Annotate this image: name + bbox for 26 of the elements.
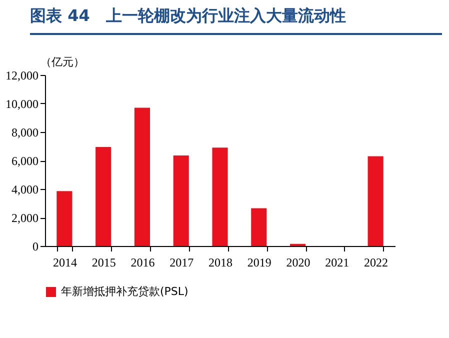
y-tick-label: 2,000 <box>12 211 38 225</box>
y-tick-label: 6,000 <box>12 154 38 168</box>
x-tick-label: 2016 <box>130 256 155 270</box>
y-tick-label: 0 <box>32 240 38 254</box>
y-tick-label: 8,000 <box>12 126 38 140</box>
bar <box>96 146 112 246</box>
y-tick-label: 10,000 <box>6 97 38 111</box>
bar <box>56 191 72 246</box>
x-tick-label: 2018 <box>208 256 232 270</box>
bar <box>251 208 267 246</box>
legend-label: 年新增抵押补充贷款(PSL) <box>61 285 188 298</box>
x-tick-label: 2021 <box>325 256 350 270</box>
bar <box>173 156 189 246</box>
bar <box>212 148 228 246</box>
x-tick-label: 2014 <box>52 256 77 270</box>
bar <box>368 156 384 246</box>
x-tick-label: 2015 <box>92 256 116 270</box>
bar <box>134 108 150 246</box>
x-tick-label: 2020 <box>286 256 310 270</box>
y-tick-label: 12,000 <box>6 68 38 82</box>
y-tick-label: 4,000 <box>12 182 38 196</box>
chart-title: 图表 44 上一轮棚改为行业注入大量流动性 <box>30 6 442 35</box>
y-axis-title: （亿元） <box>40 56 84 68</box>
x-tick-label: 2019 <box>247 256 272 270</box>
x-tick-label: 2017 <box>170 256 194 270</box>
x-tick-label: 2022 <box>364 256 388 270</box>
